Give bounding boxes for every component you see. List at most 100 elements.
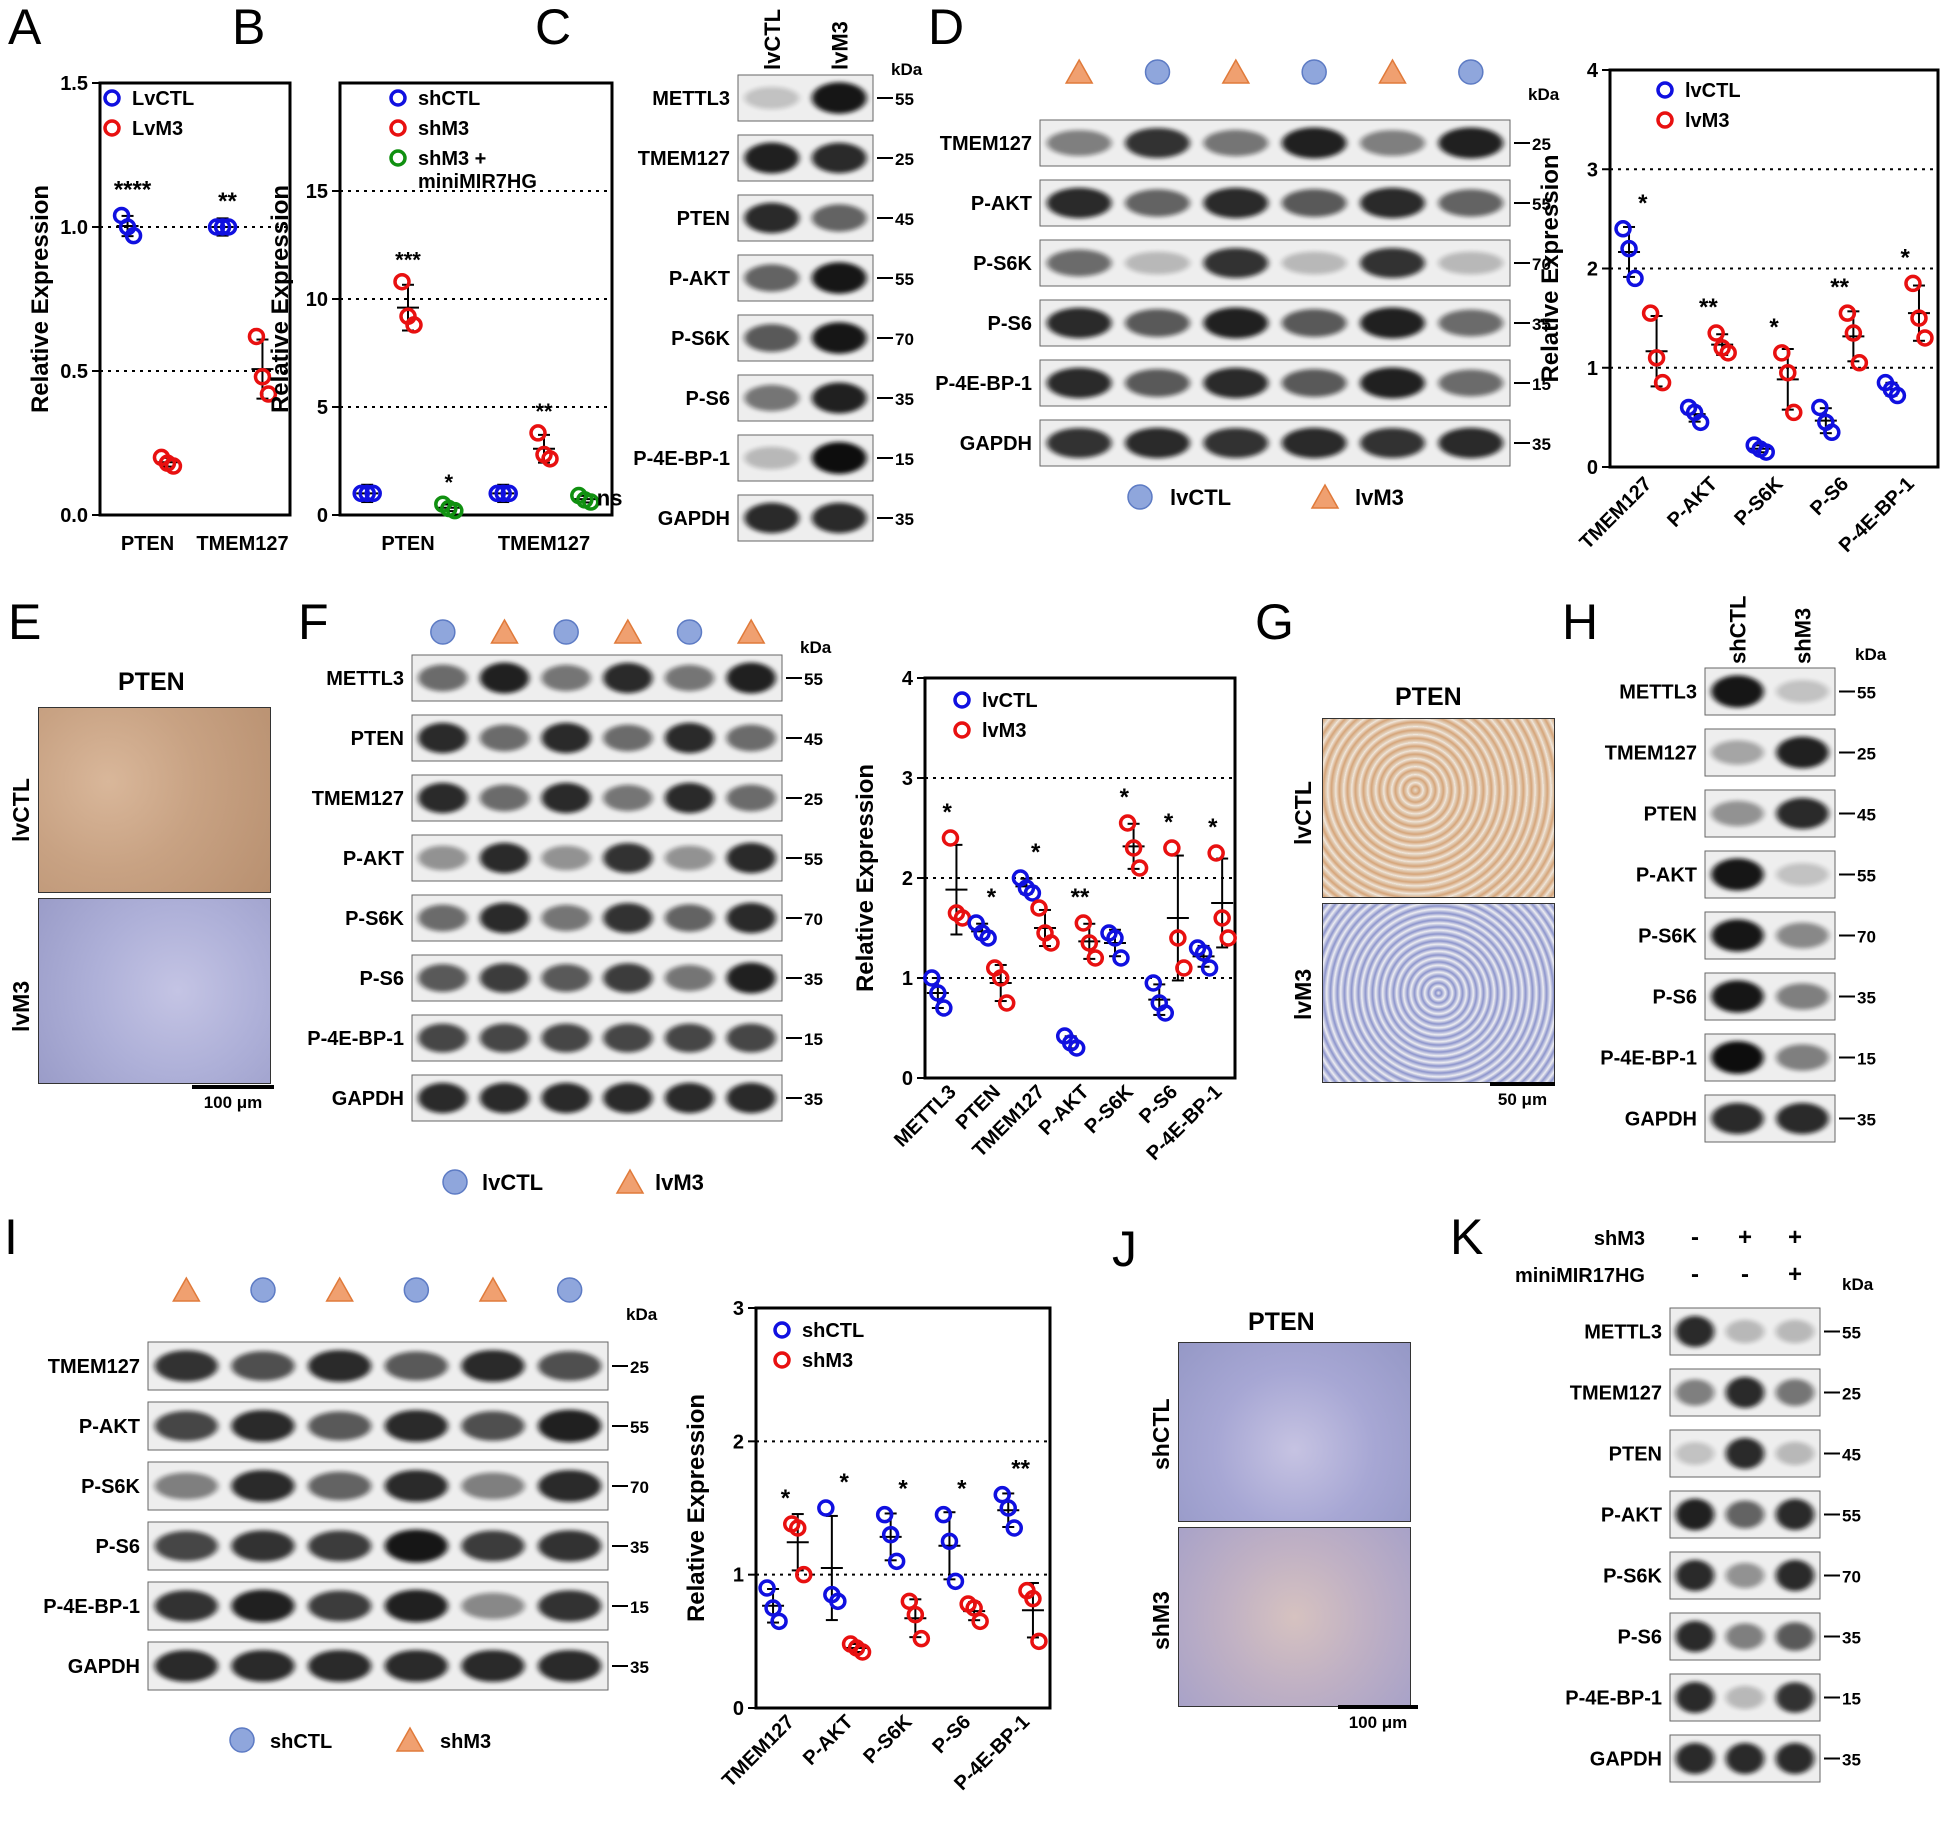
data-point (1620, 239, 1638, 258)
blot-band (744, 324, 800, 352)
data-point (1130, 859, 1149, 877)
data-point (446, 501, 464, 520)
blot-band (231, 1589, 295, 1623)
blot-strip (1039, 419, 1511, 467)
legend-marker (1656, 111, 1674, 129)
blot-band (1203, 367, 1269, 399)
blot-band (744, 142, 800, 174)
scale-bar (1490, 1082, 1555, 1086)
legend-label: lvCTL (482, 1170, 543, 1195)
significance-label: ** (1699, 294, 1718, 321)
kda-label: kDa (1528, 85, 1560, 104)
blot-band (538, 1530, 602, 1562)
y-tick-label: 1 (733, 1565, 744, 1587)
data-point (1124, 839, 1143, 857)
legend-marker (773, 1351, 791, 1369)
data-point (541, 450, 559, 468)
blot-row-label: GAPDH (960, 433, 1032, 455)
y-tick-label: 2 (902, 868, 913, 890)
condition-sign: - (1741, 1261, 1749, 1288)
blot-band (461, 1650, 525, 1682)
data-point (1163, 839, 1181, 857)
blot-band (231, 1650, 295, 1682)
blot-band (1281, 127, 1347, 159)
blot-band (603, 1082, 653, 1114)
blot-band (1438, 189, 1504, 217)
blot-band (479, 1023, 530, 1053)
blot-band (231, 1530, 295, 1562)
blot-band (1125, 128, 1190, 158)
mw-label: 15 (1857, 1050, 1876, 1069)
blot-band (1125, 309, 1190, 337)
blot-band (231, 1410, 295, 1442)
data-point (247, 327, 266, 346)
lane-marker-triangle (478, 1276, 508, 1302)
blot-band (384, 1470, 448, 1502)
data-point (912, 1629, 931, 1648)
mw-label: 35 (1857, 1111, 1876, 1130)
blot-band (154, 1650, 218, 1682)
blot-band (811, 204, 867, 232)
blot-band (726, 662, 776, 694)
data-point (1023, 884, 1042, 902)
blot-band (1675, 1498, 1715, 1531)
significance-label: * (1164, 809, 1174, 836)
blot-band (1360, 248, 1425, 278)
significance-label: ** (1071, 884, 1090, 911)
legend-label: lvCTL (1685, 80, 1741, 102)
data-point (358, 484, 376, 503)
legend-label: LvM3 (132, 118, 183, 140)
significance-label: * (942, 799, 952, 826)
blot-band (1046, 307, 1112, 339)
legend-label: lvM3 (655, 1170, 704, 1195)
data-point (770, 1612, 788, 1631)
blot-strip (411, 714, 783, 762)
lane-marker-circle (1127, 484, 1153, 510)
significance-label: * (1208, 814, 1218, 841)
data-point (940, 1532, 959, 1551)
blot-band (1775, 1441, 1815, 1466)
lane-marker-triangle (325, 1276, 354, 1302)
blot-band (461, 1350, 525, 1382)
blot-row-label: PTEN (1644, 804, 1697, 826)
blot-band (154, 1410, 218, 1442)
blot-row-label: P-AKT (971, 193, 1032, 215)
blot-band (1711, 1041, 1764, 1074)
blot-row-label: P-S6 (96, 1536, 140, 1558)
legend-label: LvCTL (132, 88, 194, 110)
data-point (1156, 1004, 1175, 1022)
blot-band (1046, 187, 1112, 219)
data-point (1213, 909, 1231, 927)
data-point (1106, 929, 1124, 947)
blot-band (1675, 1559, 1715, 1592)
blot-band (1775, 1559, 1815, 1592)
tissue-e-top (38, 707, 271, 893)
lane-marker-triangle (613, 618, 643, 644)
legend-marker (1656, 81, 1674, 99)
mw-label: 35 (804, 970, 823, 989)
blot-row-label: METTL3 (326, 668, 404, 690)
blot-band (664, 904, 715, 932)
tissue-j-scalebar: 100 μm (1338, 1705, 1418, 1733)
data-point (1030, 1632, 1048, 1651)
data-point (1641, 304, 1660, 322)
blot-band (1776, 797, 1829, 830)
mw-label: 35 (630, 1538, 649, 1557)
blot-band (479, 963, 530, 993)
blot-row-label: GAPDH (1625, 1109, 1697, 1131)
blot-band (541, 664, 591, 692)
tissue-g-title: PTEN (1395, 683, 1462, 711)
y-tick-label: 0 (1587, 457, 1598, 479)
blot-band (1776, 983, 1829, 1010)
category-label: P-AKT (1035, 1081, 1094, 1140)
blot-band (1775, 1498, 1815, 1531)
legend-label: shCTL (418, 88, 480, 110)
blot-band (1776, 1044, 1829, 1071)
blot-row-label: P-S6K (1638, 926, 1697, 948)
blot-band (1725, 1562, 1765, 1589)
blot-band (538, 1351, 602, 1381)
blot-band (1775, 1742, 1815, 1775)
blot-strip (411, 894, 783, 942)
data-point (794, 1565, 813, 1584)
blot-band (1281, 189, 1347, 217)
